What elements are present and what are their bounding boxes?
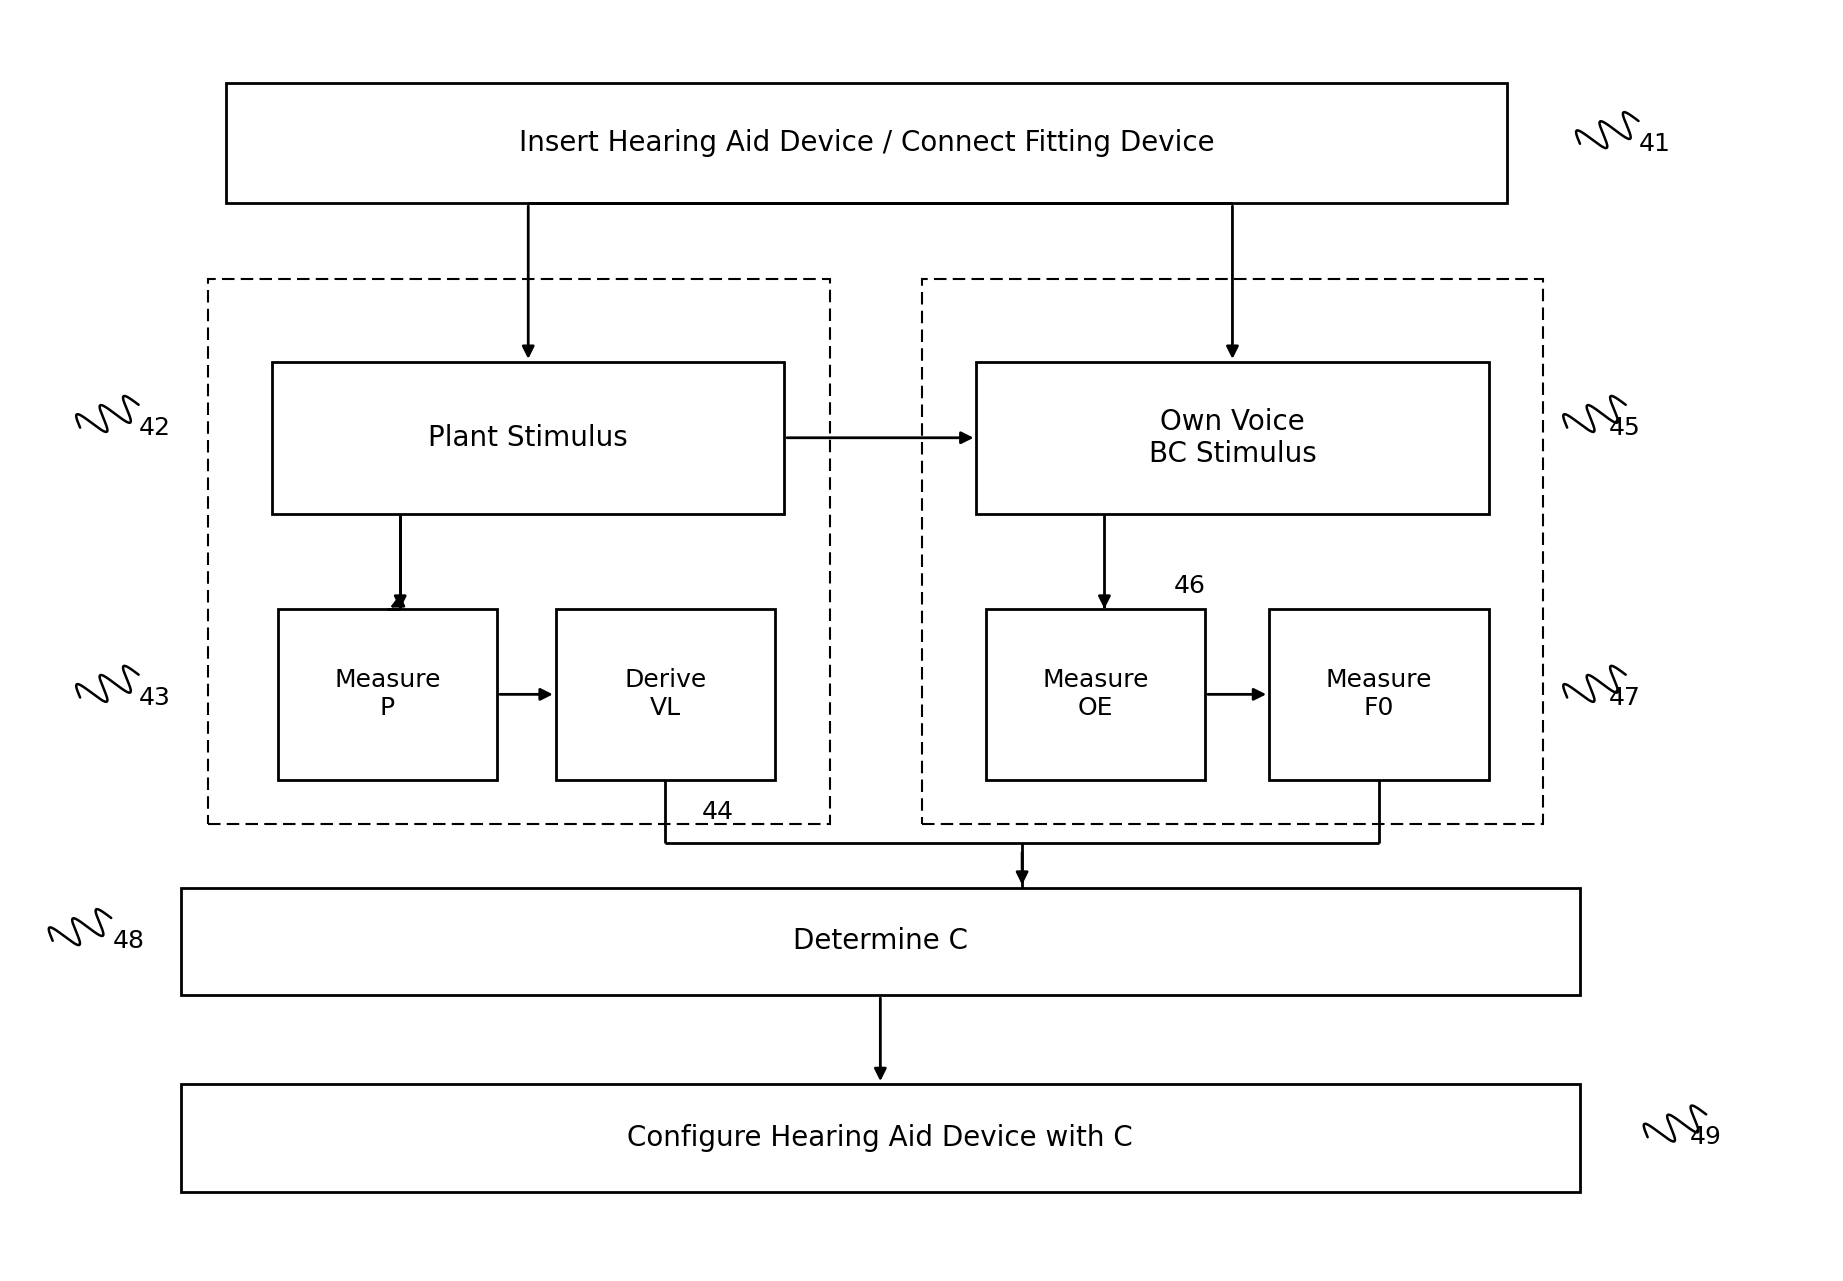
Bar	[977, 361, 1489, 514]
Text: Measure
OE: Measure OE	[1041, 669, 1148, 720]
Text: Own Voice
BC Stimulus: Own Voice BC Stimulus	[1148, 407, 1316, 468]
Bar	[922, 279, 1543, 824]
Text: 43: 43	[138, 685, 171, 710]
Text: 47: 47	[1609, 685, 1640, 710]
Text: Plant Stimulus: Plant Stimulus	[428, 424, 628, 452]
Text: Derive
VL: Derive VL	[625, 669, 706, 720]
Bar	[986, 608, 1205, 780]
Text: 45: 45	[1609, 415, 1640, 439]
Bar	[227, 83, 1508, 204]
Text: Determine C: Determine C	[792, 927, 968, 956]
Bar	[273, 361, 785, 514]
Bar	[1270, 608, 1489, 780]
Text: 49: 49	[1690, 1125, 1721, 1149]
Bar	[181, 888, 1579, 995]
Bar	[181, 1084, 1579, 1191]
Text: 44: 44	[702, 799, 734, 824]
Text: Configure Hearing Aid Device with C: Configure Hearing Aid Device with C	[627, 1123, 1133, 1152]
Text: 42: 42	[138, 415, 171, 439]
Text: Measure
F0: Measure F0	[1325, 669, 1432, 720]
Bar	[557, 608, 776, 780]
Bar	[278, 608, 498, 780]
Text: Insert Hearing Aid Device / Connect Fitting Device: Insert Hearing Aid Device / Connect Fitt…	[520, 129, 1215, 158]
Bar	[208, 279, 829, 824]
Text: 46: 46	[1174, 574, 1205, 598]
Text: Measure
P: Measure P	[334, 669, 440, 720]
Text: 41: 41	[1638, 132, 1670, 156]
Text: 48: 48	[112, 929, 146, 953]
